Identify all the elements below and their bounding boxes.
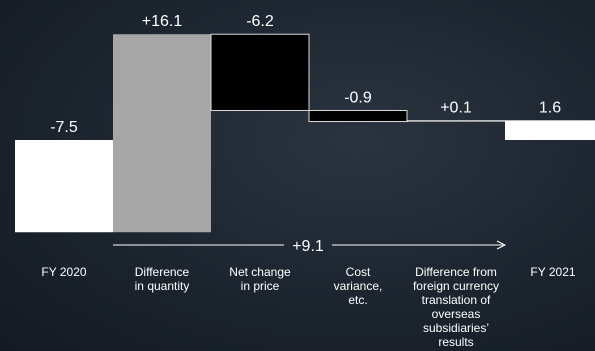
category-label: FY 2021 bbox=[530, 265, 576, 279]
bar bbox=[113, 34, 211, 233]
total-arrow-head bbox=[496, 240, 507, 250]
category-label: Net change in price bbox=[229, 265, 291, 293]
bar bbox=[15, 140, 113, 233]
value-label: +0.1 bbox=[440, 99, 472, 116]
category-label: Cost variance, etc. bbox=[333, 265, 383, 307]
value-label: +16.1 bbox=[142, 13, 183, 30]
category-label: Difference from foreign currency transla… bbox=[412, 265, 500, 349]
category-label: Difference in quantity bbox=[134, 265, 190, 293]
value-label: 1.6 bbox=[539, 99, 561, 116]
value-label: -7.5 bbox=[50, 119, 78, 136]
bar bbox=[505, 120, 595, 140]
bar bbox=[407, 120, 505, 122]
bar bbox=[210, 33, 310, 111]
bar bbox=[308, 109, 408, 123]
value-label: -0.9 bbox=[344, 89, 372, 106]
total-annotation: +9.1 bbox=[292, 238, 324, 255]
category-label: FY 2020 bbox=[41, 265, 87, 279]
value-label: -6.2 bbox=[246, 13, 274, 30]
